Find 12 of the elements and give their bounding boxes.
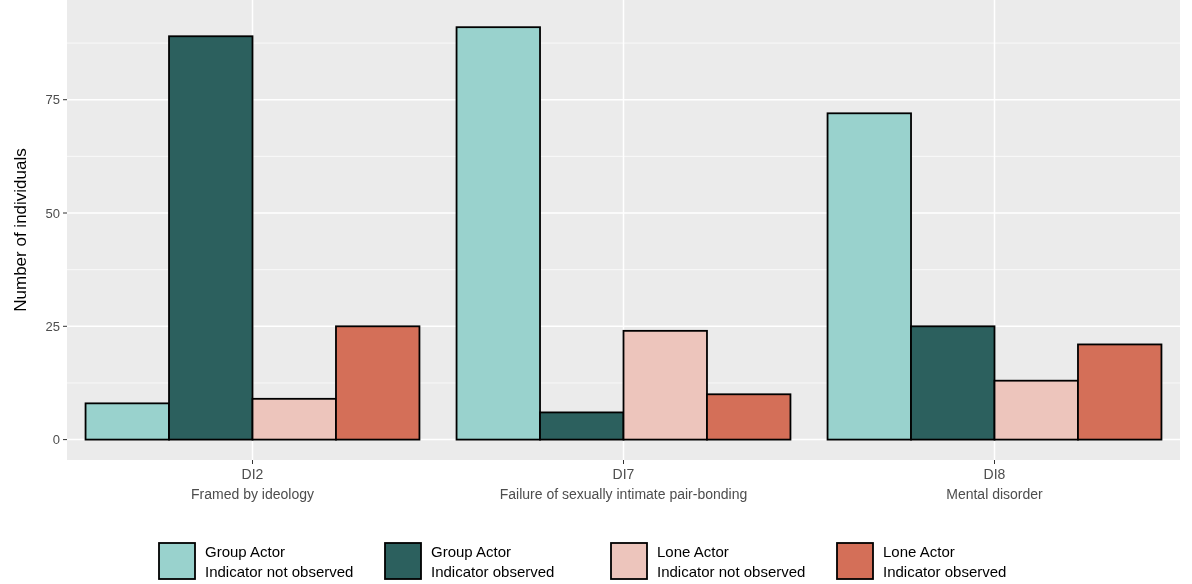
- y-tick-label: 50: [45, 205, 60, 221]
- x-tick-label: DI8 Mental disorder: [946, 466, 1044, 502]
- legend-label: Lone Actor Indicator observed: [883, 543, 1007, 580]
- y-tick-label: 25: [45, 318, 60, 334]
- y-tick-label: 0: [52, 432, 60, 448]
- x-tick-label: DI2 Framed by ideology: [191, 466, 314, 502]
- legend-label: Lone Actor Indicator not observed: [657, 543, 806, 580]
- y-tick-label: 75: [45, 92, 60, 108]
- x-tick-label: DI7 Failure of sexually intimate pair-bonding: [499, 466, 748, 502]
- legend-label: Group Actor Indicator observed: [431, 543, 555, 580]
- legend-label: Group Actor Indicator not observed: [205, 543, 354, 580]
- y-axis-title: Number of individuals: [11, 148, 30, 312]
